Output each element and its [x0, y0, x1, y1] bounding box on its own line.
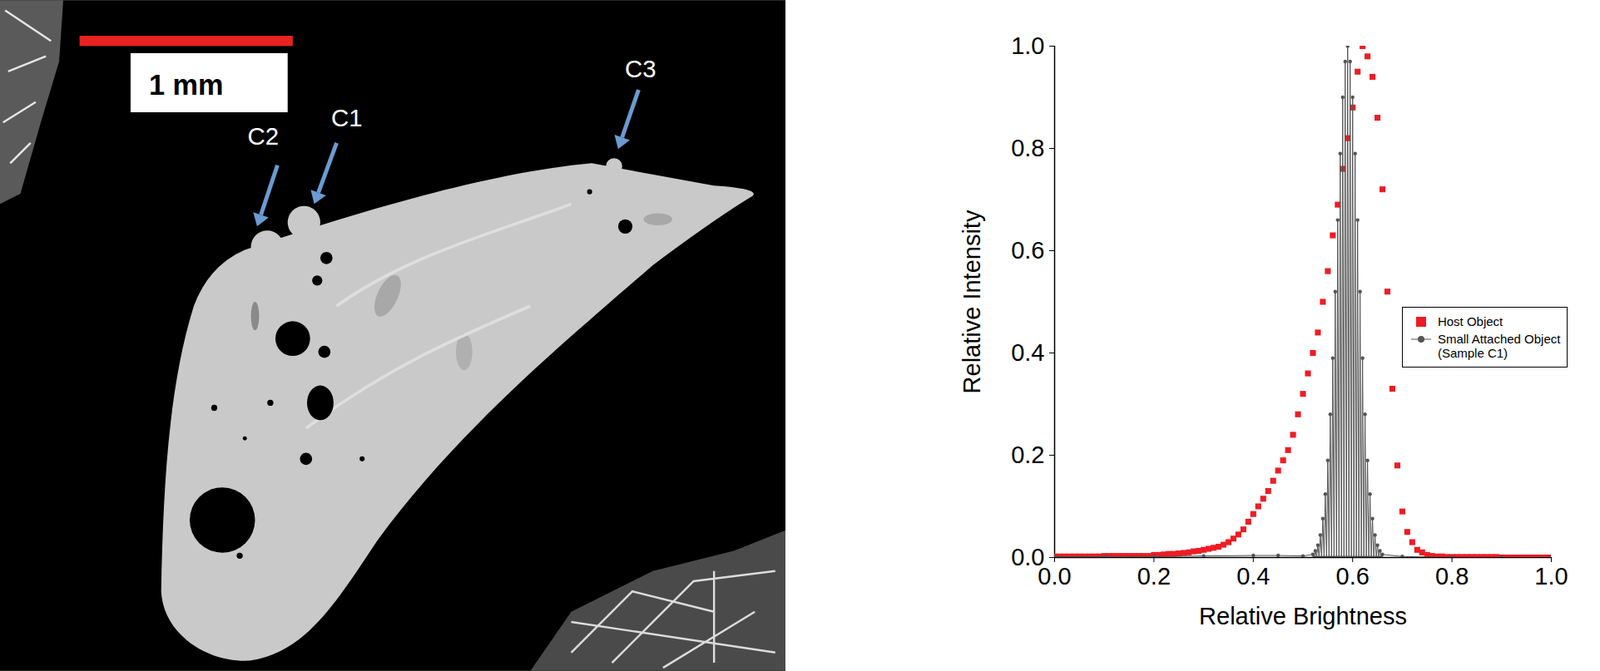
svg-text:0.6: 0.6 — [1010, 237, 1045, 264]
svg-text:C3: C3 — [624, 54, 657, 83]
svg-text:0.2: 0.2 — [1010, 441, 1045, 469]
svg-text:0.8: 0.8 — [1435, 563, 1469, 590]
svg-text:C2: C2 — [247, 122, 280, 150]
svg-text:0.4: 0.4 — [1236, 563, 1270, 590]
svg-text:0.0: 0.0 — [1037, 563, 1071, 590]
svg-text:C1: C1 — [331, 104, 363, 132]
svg-text:Relative Intensity: Relative Intensity — [958, 209, 986, 394]
svg-text:0.2: 0.2 — [1137, 563, 1171, 590]
svg-text:0.6: 0.6 — [1336, 563, 1370, 590]
svg-text:1.0: 1.0 — [1534, 563, 1568, 590]
svg-text:0.0: 0.0 — [1011, 543, 1045, 571]
svg-text:1.0: 1.0 — [1010, 32, 1045, 60]
svg-text:Relative Brightness: Relative Brightness — [1198, 603, 1407, 630]
svg-text:0.8: 0.8 — [1010, 134, 1045, 162]
svg-text:0.4: 0.4 — [1010, 339, 1045, 367]
svg-text:1 mm: 1 mm — [148, 69, 224, 101]
html-text:Host Object: Host Object — [1437, 314, 1503, 329]
html-text:Small Attached Object (Sample: Small Attached Object (Sample C1) — [1437, 331, 1561, 360]
